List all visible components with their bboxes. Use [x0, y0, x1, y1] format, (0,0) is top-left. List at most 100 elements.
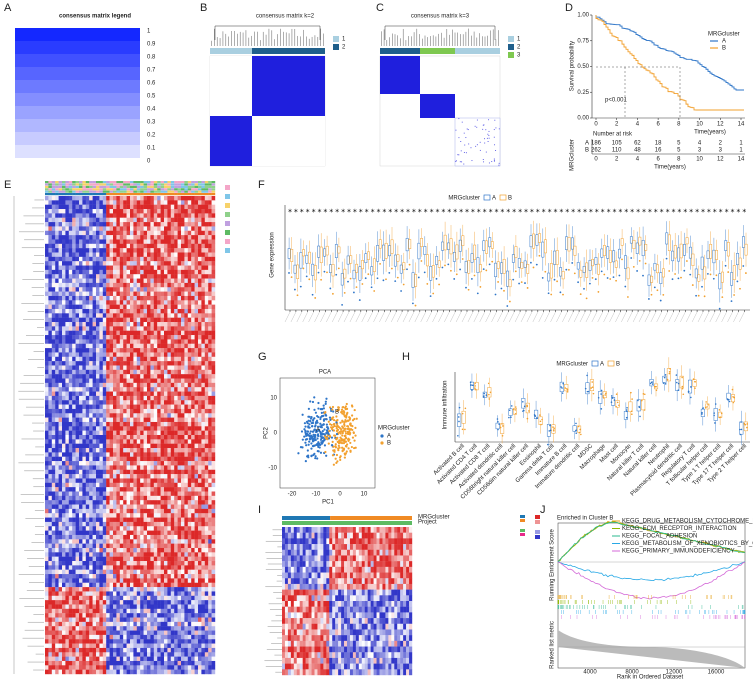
matrix-speck	[488, 135, 490, 137]
annotation-cell	[157, 181, 161, 184]
heatmap-cell	[208, 417, 212, 423]
heatmap-cell	[177, 326, 182, 331]
heatmap-cell	[184, 248, 188, 253]
heatmap-cell	[123, 517, 127, 523]
heatmap-cell	[157, 300, 161, 305]
heatmap-cell	[191, 335, 195, 340]
annotation-cell	[89, 190, 93, 193]
heatmap-cell	[136, 217, 141, 223]
annotation-cell	[150, 183, 154, 186]
heatmap-cell	[160, 569, 165, 575]
heatmap-cell	[194, 561, 199, 566]
heatmap-cell	[130, 391, 134, 397]
heatmap-cell	[153, 256, 158, 262]
heatmap-cell	[204, 391, 209, 397]
heatmap-cell	[89, 335, 93, 340]
heatmap-cell	[96, 300, 100, 305]
heatmap-cell	[85, 435, 90, 440]
heatmap-cell	[79, 417, 83, 423]
heatmap-cell	[191, 343, 195, 349]
heatmap-cell	[201, 239, 205, 244]
heatmap-cell	[96, 565, 100, 570]
heatmap-cell	[79, 430, 83, 436]
heatmap-cell	[136, 435, 141, 440]
heatmap-cell	[85, 239, 90, 244]
heatmap-cell	[150, 252, 154, 258]
heatmap-cell	[177, 495, 182, 501]
heatmap-cell	[82, 478, 86, 483]
heatmap-cell	[153, 278, 158, 284]
annotation-cell	[116, 183, 120, 186]
heatmap-cell	[153, 517, 158, 523]
heatmap-cell	[51, 565, 56, 570]
heatmap-cell	[68, 222, 73, 227]
heatmap-cell	[150, 521, 154, 527]
heatmap-cell	[109, 443, 114, 449]
heatmap-cell	[187, 269, 192, 275]
heatmap-cell	[109, 222, 114, 227]
heatmap-cell	[191, 500, 195, 505]
heatmap-cell	[92, 534, 97, 540]
heatmap-cell	[85, 461, 90, 466]
heatmap-cell	[136, 400, 141, 405]
heatmap-cell	[51, 235, 56, 240]
heatmap-cell	[116, 322, 120, 327]
heatmap-cell	[208, 269, 212, 275]
heatmap-cell	[48, 395, 52, 401]
heatmap-cell	[106, 430, 110, 436]
heatmap-cell	[211, 352, 216, 357]
heatmap-cell	[130, 356, 134, 362]
heatmap-cell	[194, 443, 199, 449]
heatmap-cell	[140, 369, 144, 375]
heatmap-cell	[48, 343, 52, 349]
heatmap-cell	[116, 278, 120, 284]
heatmap-cell	[147, 204, 151, 210]
heatmap-cell	[113, 308, 117, 314]
heatmap-cell	[45, 417, 49, 423]
heatmap-cell	[102, 256, 107, 262]
annotation-cell	[191, 181, 195, 184]
heatmap-cell	[160, 391, 165, 397]
heatmap-cell	[85, 330, 90, 336]
heatmap-cell	[147, 491, 151, 497]
heatmap-cell	[147, 395, 151, 401]
heatmap-cell	[109, 365, 114, 371]
heatmap-cell	[211, 521, 216, 527]
heatmap-cell	[208, 287, 212, 292]
heatmap-cell	[204, 417, 209, 423]
heatmap-cell	[194, 222, 199, 227]
heatmap-cell	[170, 287, 175, 292]
heatmap-cell	[55, 452, 59, 457]
heatmap-cell	[65, 482, 69, 488]
heatmap-cell	[72, 339, 76, 344]
heatmap-cell	[198, 504, 202, 510]
heatmap-cell	[123, 300, 127, 305]
heatmap-cell	[181, 408, 185, 414]
risk-count: 110	[612, 148, 622, 154]
heatmap-cell	[143, 230, 148, 236]
heatmap-cell	[160, 469, 165, 475]
heatmap-cell	[119, 487, 124, 492]
heatmap-cell	[85, 391, 90, 397]
heatmap-cell	[72, 335, 76, 340]
heatmap-cell	[153, 430, 158, 436]
heatmap-cell	[147, 430, 151, 436]
heatmap-cell	[208, 365, 212, 371]
heatmap-cell	[72, 222, 76, 227]
heatmap-cell	[85, 352, 90, 357]
heatmap-cell	[187, 313, 192, 318]
heatmap-cell	[99, 578, 103, 583]
heatmap-cell	[170, 482, 175, 488]
heatmap-cell	[79, 395, 83, 401]
heatmap-cell	[160, 452, 165, 457]
heatmap-cell	[102, 426, 107, 431]
heatmap-cell	[147, 443, 151, 449]
heatmap-cell	[160, 408, 165, 414]
heatmap-cell	[191, 435, 195, 440]
heatmap-cell	[170, 378, 175, 384]
heatmap-cell	[177, 291, 182, 297]
heatmap-cell	[99, 456, 103, 462]
heatmap-cell	[184, 326, 188, 331]
heatmap-cell	[184, 356, 188, 362]
heatmap-cell	[184, 517, 188, 523]
